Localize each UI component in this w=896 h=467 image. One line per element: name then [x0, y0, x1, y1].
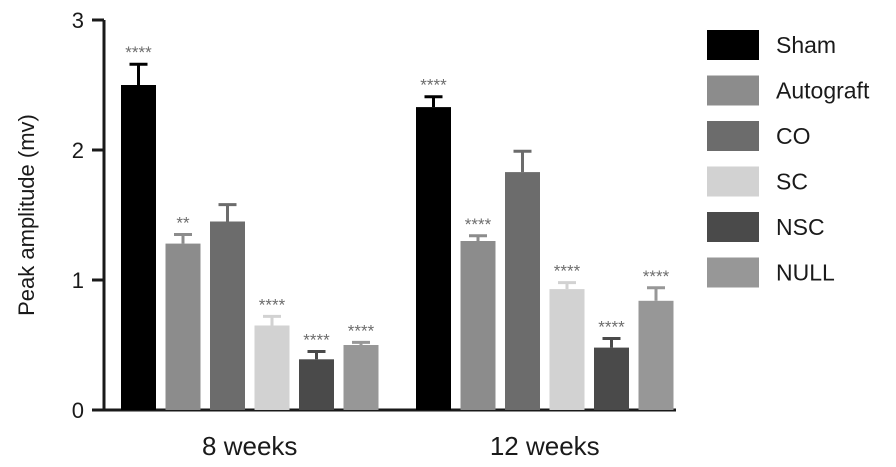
bar-nsc-0 [299, 359, 334, 410]
legend-label-null: NULL [776, 260, 835, 286]
legend-swatch-null [707, 257, 759, 288]
bar-sham-1 [416, 107, 451, 410]
legend-label-autograft: Autograft [776, 78, 870, 104]
legend-label-sham: Sham [776, 32, 836, 58]
significance-label: **** [598, 318, 625, 337]
bar-null-0 [343, 345, 379, 410]
bar-sc-0 [254, 325, 290, 410]
bar-autograft-1 [460, 241, 496, 410]
legend-swatch-co [707, 121, 759, 151]
legend-label-co: CO [776, 123, 811, 149]
legend-swatch-sham [707, 30, 759, 60]
y-axis-title: Peak amplitude (mv) [14, 114, 39, 316]
y-tick-label: 1 [72, 268, 84, 293]
bar-nsc-1 [594, 347, 629, 410]
y-tick-label: 2 [72, 138, 84, 163]
labels-layer: ************** ****8 weeks***************… [125, 43, 669, 461]
bar-autograft-0 [165, 243, 201, 410]
legend: Sham Autograft CO SC NSC NULL [707, 30, 870, 288]
significance-label: **** [348, 321, 375, 340]
bar-null-1 [638, 300, 674, 410]
legend-label-sc: SC [776, 169, 808, 195]
legend-swatch-autograft [707, 75, 759, 106]
significance-label: **** [465, 215, 492, 234]
bar-sc-1 [549, 289, 585, 410]
significance-label: **** [420, 76, 447, 95]
legend-swatch-nsc [707, 212, 759, 242]
y-tick-label: 3 [72, 8, 84, 33]
legend-label-nsc: NSC [776, 214, 825, 240]
legend-swatch-sc [707, 166, 759, 197]
y-tick-label: 0 [72, 398, 84, 423]
significance-label: **** [259, 295, 286, 314]
significance-label: ** [176, 214, 190, 233]
bars-layer [121, 62, 674, 410]
x-category-label: 8 weeks [202, 431, 297, 461]
bar-co-1 [505, 172, 540, 410]
significance-label: **** [643, 267, 670, 286]
significance-label: **** [303, 331, 330, 350]
x-category-label: 12 weeks [490, 431, 600, 461]
significance-label: **** [125, 43, 152, 62]
bar-co-0 [210, 221, 245, 410]
bar-sham-0 [121, 85, 156, 410]
significance-label: **** [554, 262, 581, 281]
